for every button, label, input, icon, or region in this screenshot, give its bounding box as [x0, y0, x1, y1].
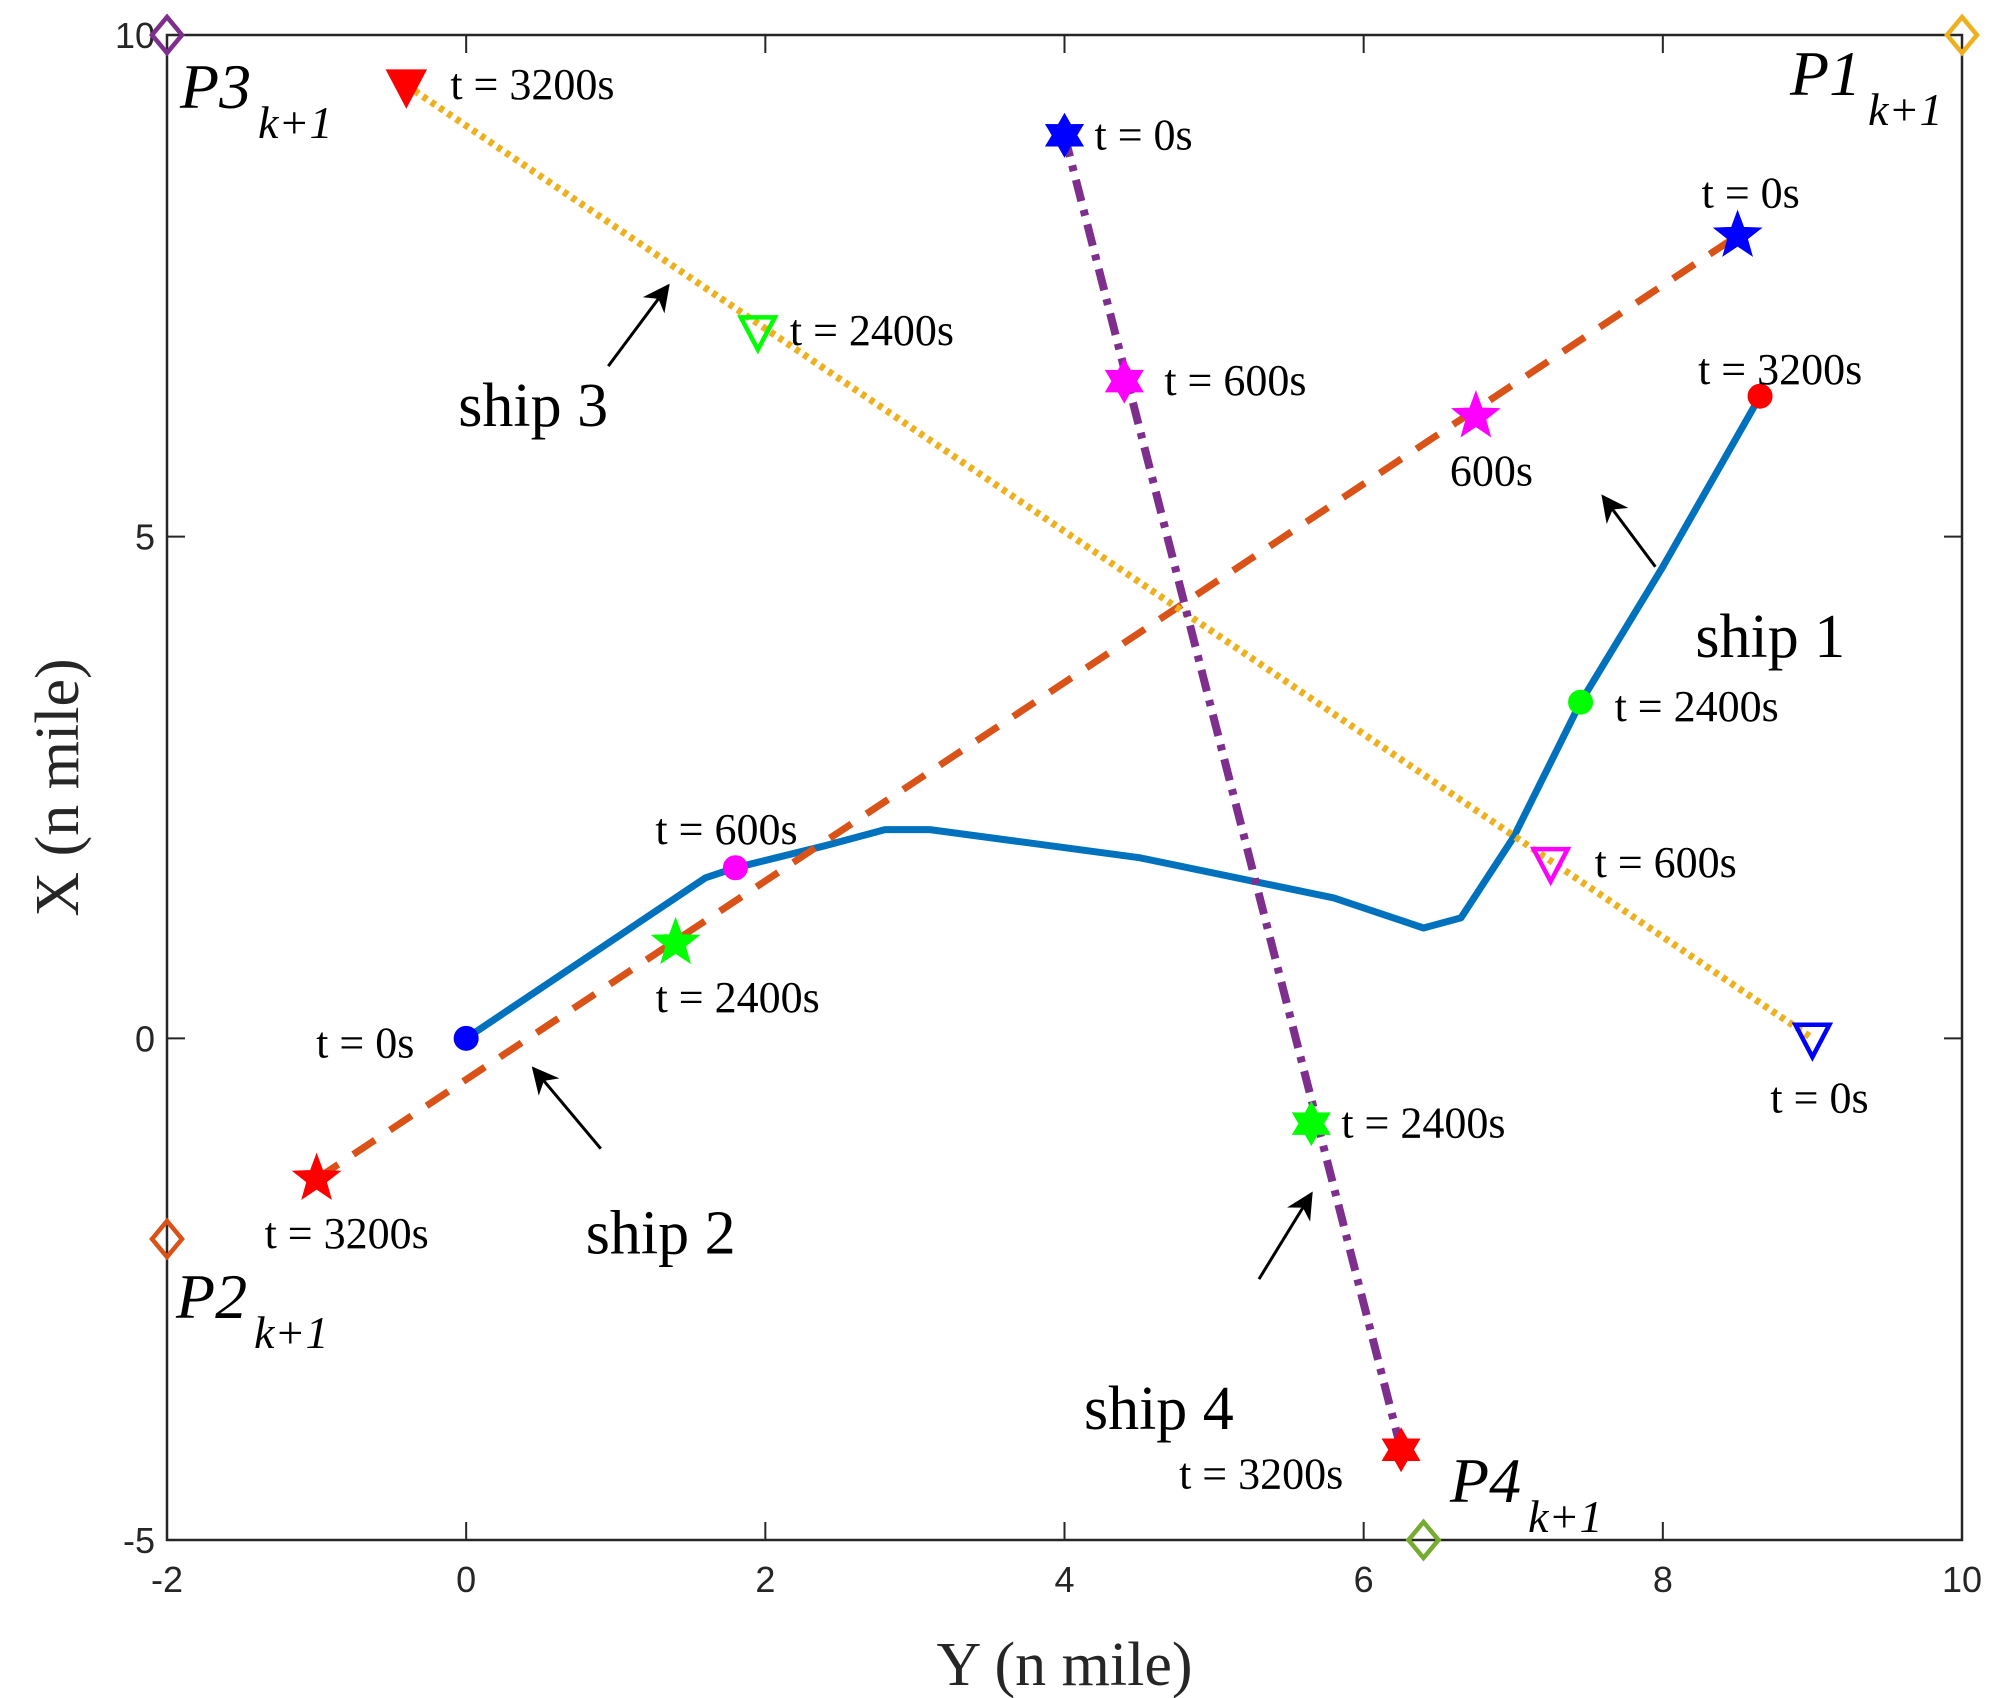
- annotation-ship-1: ship 1: [1695, 603, 1845, 671]
- marker-ship-4: [1104, 358, 1144, 404]
- waypoint-p3: [149, 13, 185, 57]
- marker-label: t = 2400s: [1341, 1099, 1505, 1148]
- marker-label: t = 3200s: [450, 60, 614, 109]
- marker-label: t = 2400s: [1615, 682, 1779, 731]
- marker-label: t = 600s: [655, 805, 797, 854]
- x-tick-label: 10: [1942, 1559, 1982, 1600]
- marker-label: t = 0s: [1770, 1073, 1868, 1122]
- marker-ship-4: [1044, 112, 1085, 158]
- marker-label: t = 3200s: [265, 1209, 429, 1258]
- marker-ship-2: [291, 1152, 342, 1200]
- marker-label: t = 0s: [1095, 110, 1193, 159]
- marker-ship-3: [737, 315, 779, 355]
- annotation-arrow: [1601, 494, 1657, 568]
- waypoint-p2: [149, 1217, 185, 1261]
- marker-label: t = 2400s: [790, 306, 954, 355]
- marker-label: t = 600s: [1595, 838, 1737, 887]
- waypoint-label-p4: P4: [1449, 1445, 1521, 1516]
- marker-ship-2: [650, 916, 701, 965]
- waypoint-subscript-p1: k+1: [1868, 84, 1942, 135]
- marker-label: t = 2400s: [656, 973, 820, 1022]
- y-axis-label: X (n mile): [24, 658, 92, 916]
- marker-ship-3: [1791, 1022, 1834, 1062]
- x-tick-label: 6: [1354, 1559, 1374, 1600]
- waypoint-subscript-p2: k+1: [254, 1307, 328, 1358]
- y-tick-label: 0: [135, 1018, 155, 1059]
- x-tick-label: 0: [456, 1559, 476, 1600]
- annotation-ship-4: ship 4: [1084, 1375, 1234, 1443]
- waypoint-subscript-p3: k+1: [258, 97, 332, 148]
- marker-ship-1: [453, 1025, 479, 1051]
- x-tick-label: 2: [755, 1559, 775, 1600]
- y-tick-label: 5: [135, 517, 155, 558]
- marker-label: t = 600s: [1164, 356, 1306, 405]
- marker-ship-1: [722, 855, 748, 881]
- series-line-ship-2: [314, 232, 1740, 1182]
- marker-ship-2: [1712, 209, 1763, 257]
- marker-label: t = 3200s: [1179, 1450, 1343, 1499]
- plot-frame: [165, 33, 1964, 1542]
- y-tick-label: -5: [123, 1520, 155, 1561]
- marker-label: 600s: [1450, 446, 1533, 495]
- annotation-arrow: [607, 283, 670, 367]
- marker-ship-4: [1381, 1427, 1421, 1473]
- y-tick-label: 10: [115, 15, 155, 56]
- waypoint-label-p3: P3: [179, 51, 251, 122]
- series-line-ship-4: [1060, 134, 1405, 1451]
- marker-ship-3: [1529, 846, 1572, 887]
- marker-ship-1: [1747, 383, 1773, 409]
- annotation-ship-3: ship 3: [458, 372, 608, 440]
- x-tick-label: -2: [151, 1559, 183, 1600]
- waypoint-label-p1: P1: [1789, 38, 1861, 109]
- marker-ship-2: [1450, 390, 1501, 438]
- series-line-ship-3: [404, 82, 1815, 1042]
- marker-ship-3: [385, 69, 428, 109]
- marker-label: t = 0s: [1702, 169, 1800, 218]
- x-tick-label: 4: [1054, 1559, 1074, 1600]
- x-tick-label: 8: [1653, 1559, 1673, 1600]
- waypoint-label-p2: P2: [175, 1261, 247, 1332]
- marker-label: t = 0s: [316, 1018, 414, 1067]
- marker-ship-4: [1291, 1101, 1331, 1147]
- x-axis-label: Y (n mile): [937, 1631, 1193, 1698]
- marker-ship-1: [1568, 689, 1594, 715]
- waypoint-p4: [1405, 1518, 1442, 1562]
- annotation-ship-2: ship 2: [586, 1200, 736, 1268]
- annotation-arrow: [531, 1066, 602, 1150]
- marker-label: t = 3200s: [1698, 345, 1862, 394]
- waypoint-subscript-p4: k+1: [1528, 1491, 1602, 1542]
- waypoint-p1: [1944, 13, 1980, 57]
- annotation-arrow: [1257, 1191, 1313, 1280]
- series-line-ship-1: [462, 392, 1764, 1042]
